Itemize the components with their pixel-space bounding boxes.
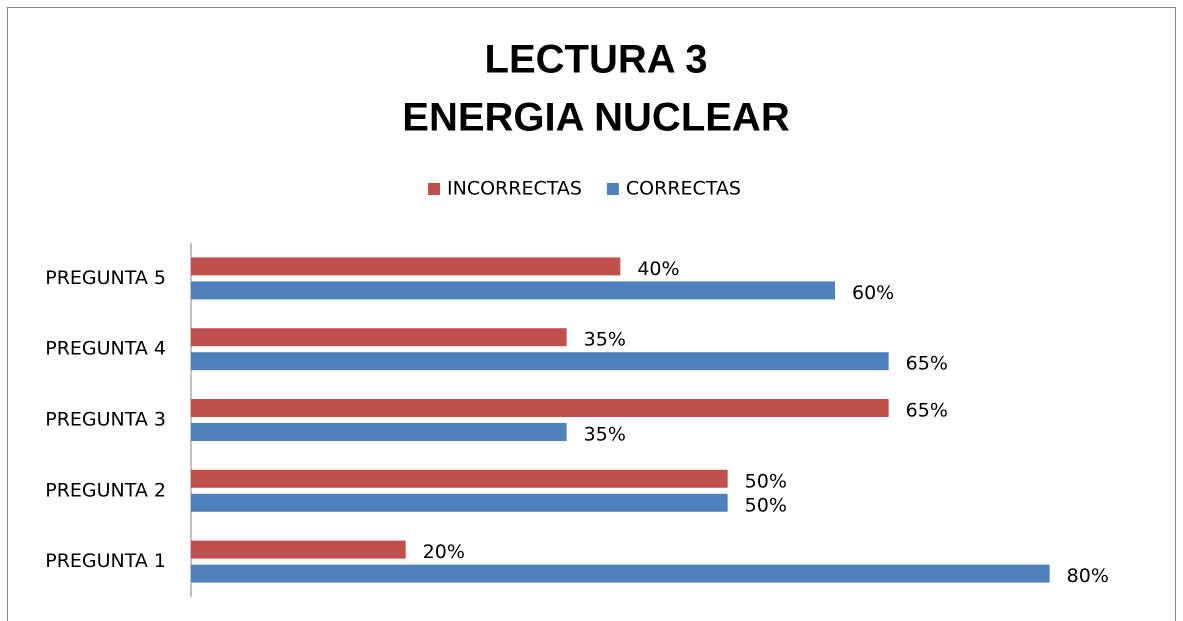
data-label: 50%	[745, 470, 787, 492]
bar	[191, 469, 728, 488]
data-label: 80%	[1067, 565, 1109, 587]
bar	[191, 328, 567, 347]
bar	[191, 540, 406, 559]
y-tick-label: PREGUNTA 2	[45, 479, 166, 501]
y-tick-label: PREGUNTA 5	[45, 267, 166, 289]
bar	[191, 564, 1050, 583]
bar	[191, 281, 835, 300]
y-tick-label: PREGUNTA 1	[45, 550, 166, 572]
y-tick-label: PREGUNTA 4	[45, 338, 166, 360]
bar	[191, 399, 889, 417]
legend-label: CORRECTAS	[626, 178, 741, 200]
data-label: 40%	[637, 258, 679, 280]
bar	[191, 257, 621, 276]
bar	[191, 352, 889, 371]
data-label: 35%	[584, 329, 626, 351]
bar	[191, 493, 728, 512]
data-label: 65%	[906, 353, 948, 375]
data-label: 50%	[745, 494, 787, 516]
data-label: 35%	[584, 424, 626, 446]
legend-label: INCORRECTAS	[447, 178, 582, 200]
data-label: 60%	[852, 282, 894, 304]
legend-swatch	[428, 183, 440, 195]
chart-title: ENERGIA NUCLEAR	[402, 96, 790, 140]
y-tick-label: PREGUNTA 3	[45, 409, 166, 431]
data-label: 20%	[423, 541, 465, 563]
bar	[191, 423, 567, 441]
data-label: 65%	[906, 400, 948, 422]
chart-title: LECTURA 3	[485, 38, 708, 82]
legend-swatch	[606, 183, 619, 195]
chart-frame	[7, 7, 1176, 621]
